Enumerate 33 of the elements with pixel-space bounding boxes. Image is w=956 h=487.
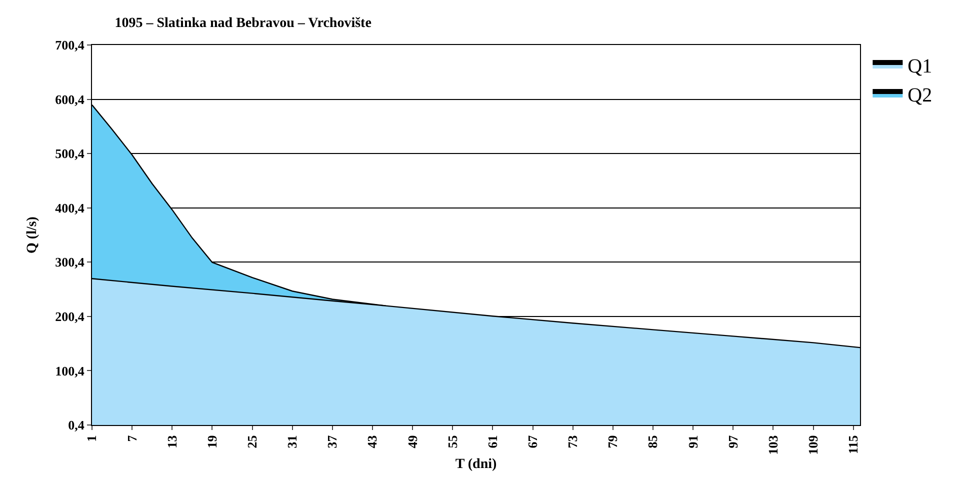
x-tick-label: 67 [524, 434, 540, 448]
y-tick-label: 300,4 [55, 254, 85, 270]
y-tick-label: 0,4 [68, 418, 85, 433]
y-axis-title: Q (l/s) [24, 216, 40, 254]
y-tick-label: 200,4 [55, 308, 85, 324]
x-tick-label: 79 [605, 434, 620, 448]
x-tick-label: 109 [805, 434, 820, 455]
x-tick-label: 1 [84, 435, 100, 442]
legend-label: Q1 [908, 55, 932, 78]
chart-title: 1095 – Slatinka nad Bebravou – Vrchovište [114, 16, 372, 31]
x-tick-label: 37 [324, 434, 340, 448]
legend-label: Q2 [908, 84, 932, 106]
y-tick-label: 700,4 [55, 38, 85, 53]
y-tick-label: 500,4 [55, 146, 85, 162]
x-tick-label: 55 [444, 434, 460, 448]
x-tick-label: 13 [164, 434, 180, 448]
x-tick-label: 25 [244, 434, 260, 448]
x-tick-label: 61 [484, 435, 500, 448]
y-tick-label: 600,4 [55, 92, 85, 107]
x-tick-label: 73 [565, 434, 580, 448]
x-axis-title: T (dni) [455, 457, 498, 472]
x-tick-label: 115 [846, 434, 861, 454]
x-tick-label: 91 [685, 435, 700, 448]
x-tick-label: 31 [284, 435, 300, 448]
x-tick-label: 7 [124, 434, 140, 442]
x-tick-label: 97 [725, 434, 740, 448]
x-tick-label: 85 [645, 434, 660, 448]
y-tick-label: 100,4 [55, 363, 85, 378]
x-tick-label: 43 [364, 434, 380, 448]
x-tick-label: 49 [404, 434, 420, 448]
x-tick-label: 19 [204, 434, 220, 448]
y-tick-label: 400,4 [55, 200, 85, 216]
x-tick-label: 103 [765, 434, 780, 455]
